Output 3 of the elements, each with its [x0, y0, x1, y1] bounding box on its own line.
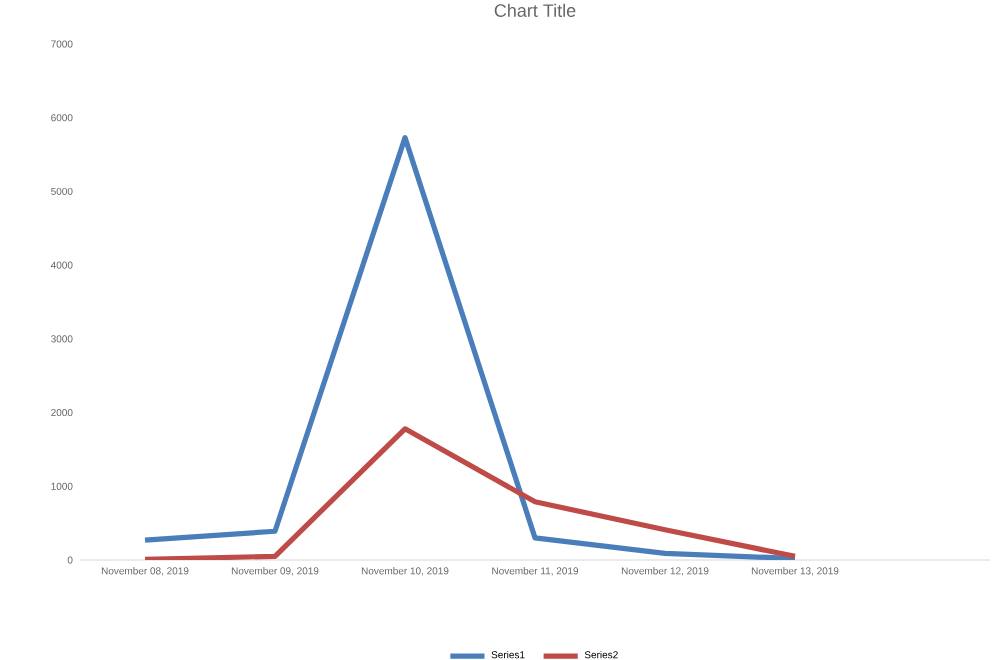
line-series: [142, 426, 798, 560]
chart-title: Chart Title: [494, 3, 576, 17]
line-series: [142, 135, 798, 560]
